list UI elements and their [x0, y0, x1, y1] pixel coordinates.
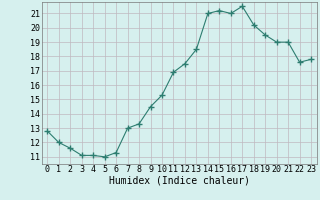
X-axis label: Humidex (Indice chaleur): Humidex (Indice chaleur) [109, 176, 250, 186]
